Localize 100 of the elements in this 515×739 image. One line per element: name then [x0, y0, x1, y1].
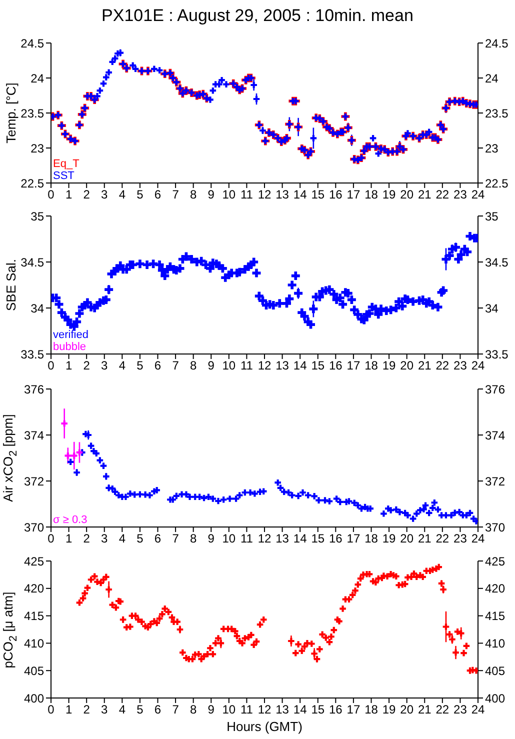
x-tick-label: 7 — [172, 702, 180, 717]
x-tick-label: 8 — [190, 702, 197, 717]
y-tick-label: 400 — [24, 691, 44, 706]
y2-tick-label: 35 — [485, 209, 499, 224]
x-tick-label: 6 — [154, 532, 162, 546]
x-tick-label: 0 — [48, 532, 55, 546]
y-tick-label: 34 — [30, 301, 44, 316]
x-tick-label: 8 — [190, 188, 197, 202]
y2-tick-label: 23.5 — [485, 106, 509, 120]
y-tick-label: 370 — [24, 520, 44, 534]
x-tick-label: 0 — [48, 358, 55, 373]
x-tick-label: 14 — [293, 358, 308, 373]
y2-tick-label: 410 — [485, 636, 506, 650]
y-tick-label: 372 — [24, 474, 44, 488]
x-tick-label: 9 — [208, 532, 215, 546]
x-tick-label: 15 — [311, 532, 325, 546]
y-tick-label: 376 — [24, 382, 44, 396]
y2-tick-label: 34 — [485, 301, 499, 316]
x-tick-label: 20 — [400, 532, 414, 546]
x-tick-label: 16 — [328, 358, 343, 373]
x-tick-label: 12 — [258, 188, 272, 202]
x-tick-label: 11 — [240, 702, 254, 717]
x-tick-label: 13 — [276, 702, 290, 717]
y2-tick-label: 374 — [485, 428, 506, 442]
x-tick-label: 22 — [436, 532, 450, 546]
x-tick-label: 18 — [364, 702, 378, 717]
x-tick-label: 21 — [418, 702, 432, 717]
chart-title: PX101E : August 29, 2005 : 10min. mean — [100, 6, 414, 26]
y-tick-label: 22.5 — [20, 176, 44, 190]
y2-tick-label: 33.5 — [485, 347, 509, 362]
text: SST — [53, 170, 76, 182]
x-tick-label: 2 — [83, 188, 90, 202]
y2-tick-label: 24.5 — [485, 36, 509, 50]
x-tick-label: 4 — [118, 702, 126, 717]
x-tick-label: 3 — [101, 188, 108, 202]
x-tick-label: 23 — [454, 532, 468, 546]
y2-tick-label: 415 — [485, 609, 506, 624]
x-tick-label: 6 — [154, 358, 162, 373]
x-tick-label: 6 — [154, 188, 162, 202]
x-tick-label: 18 — [364, 188, 378, 202]
x-tick-label: 17 — [346, 532, 360, 546]
x-tick-label: 23 — [454, 188, 468, 202]
x-tick-label: 2 — [83, 358, 90, 373]
x-tick-label: 8 — [190, 532, 197, 546]
y-axis-title: SBE Sal. — [4, 258, 18, 312]
y2-tick-label: 372 — [485, 474, 506, 488]
x-tick-label: 17 — [346, 188, 360, 202]
x-tick-label: 1 — [65, 188, 72, 202]
x-tick-label: 20 — [400, 702, 414, 717]
x-tick-label: 16 — [328, 532, 343, 546]
x-tick-label: 9 — [208, 702, 215, 717]
y-tick-label: 374 — [24, 428, 44, 442]
y-tick-label: 420 — [24, 582, 44, 596]
series-label: verified — [53, 329, 88, 341]
legend-label: bubble — [53, 341, 88, 353]
x-tick-label: 14 — [293, 702, 308, 717]
x-tick-label: 10 — [222, 358, 236, 373]
x-tick-label: 15 — [311, 358, 325, 373]
x-tick-label: 4 — [118, 188, 126, 202]
x-tick-label: 7 — [172, 358, 180, 373]
x-tick-label: 19 — [382, 358, 396, 373]
x-tick-label: 22 — [436, 188, 450, 202]
y2-tick-label: 420 — [485, 582, 506, 596]
y2-tick-label: 22.5 — [485, 176, 509, 190]
x-tick-label: 5 — [136, 532, 144, 546]
y-tick-label: 33.5 — [20, 347, 44, 362]
x-tick-label: 22 — [436, 702, 450, 717]
x-tick-label: 12 — [258, 702, 272, 717]
y-tick-label: 425 — [24, 554, 44, 568]
x-tick-label: 2 — [83, 532, 90, 546]
y2-tick-label: 400 — [485, 691, 506, 706]
x-tick-label: 4 — [118, 358, 126, 373]
x-tick-label: 20 — [400, 188, 414, 202]
y-tick-label: 35 — [30, 209, 44, 224]
y2-tick-label: 23 — [485, 141, 499, 156]
x-tick-label: 10 — [222, 532, 236, 546]
x-tick-label: 16 — [328, 188, 343, 202]
x-tick-label: 24 — [471, 188, 485, 202]
x-tick-label: 11 — [240, 358, 254, 373]
text: σ ≥ 0.3 — [53, 514, 88, 526]
x-tick-label: 24 — [471, 702, 485, 717]
x-tick-label: 12 — [258, 532, 272, 546]
y-tick-label: 23.5 — [20, 106, 44, 120]
x-tick-label: 0 — [48, 188, 55, 202]
y-tick-label: 34.5 — [20, 255, 44, 270]
y2-tick-label: 34.5 — [485, 255, 509, 270]
x-tick-label: 0 — [48, 702, 55, 717]
x-tick-label: 1 — [65, 702, 72, 717]
x-tick-label: 10 — [222, 188, 236, 202]
x-tick-label: 5 — [136, 188, 144, 202]
x-tick-label: 2 — [83, 702, 90, 717]
x-tick-label: 7 — [172, 532, 180, 546]
x-tick-label: 18 — [364, 358, 378, 373]
x-tick-label: 22 — [436, 358, 450, 373]
x-tick-label: 5 — [136, 702, 144, 717]
y2-tick-label: 376 — [485, 382, 506, 396]
y-tick-label: 24 — [30, 71, 44, 86]
x-tick-label: 3 — [101, 532, 108, 546]
y-tick-label: 24.5 — [20, 36, 44, 50]
x-tick-label: 19 — [382, 702, 396, 717]
